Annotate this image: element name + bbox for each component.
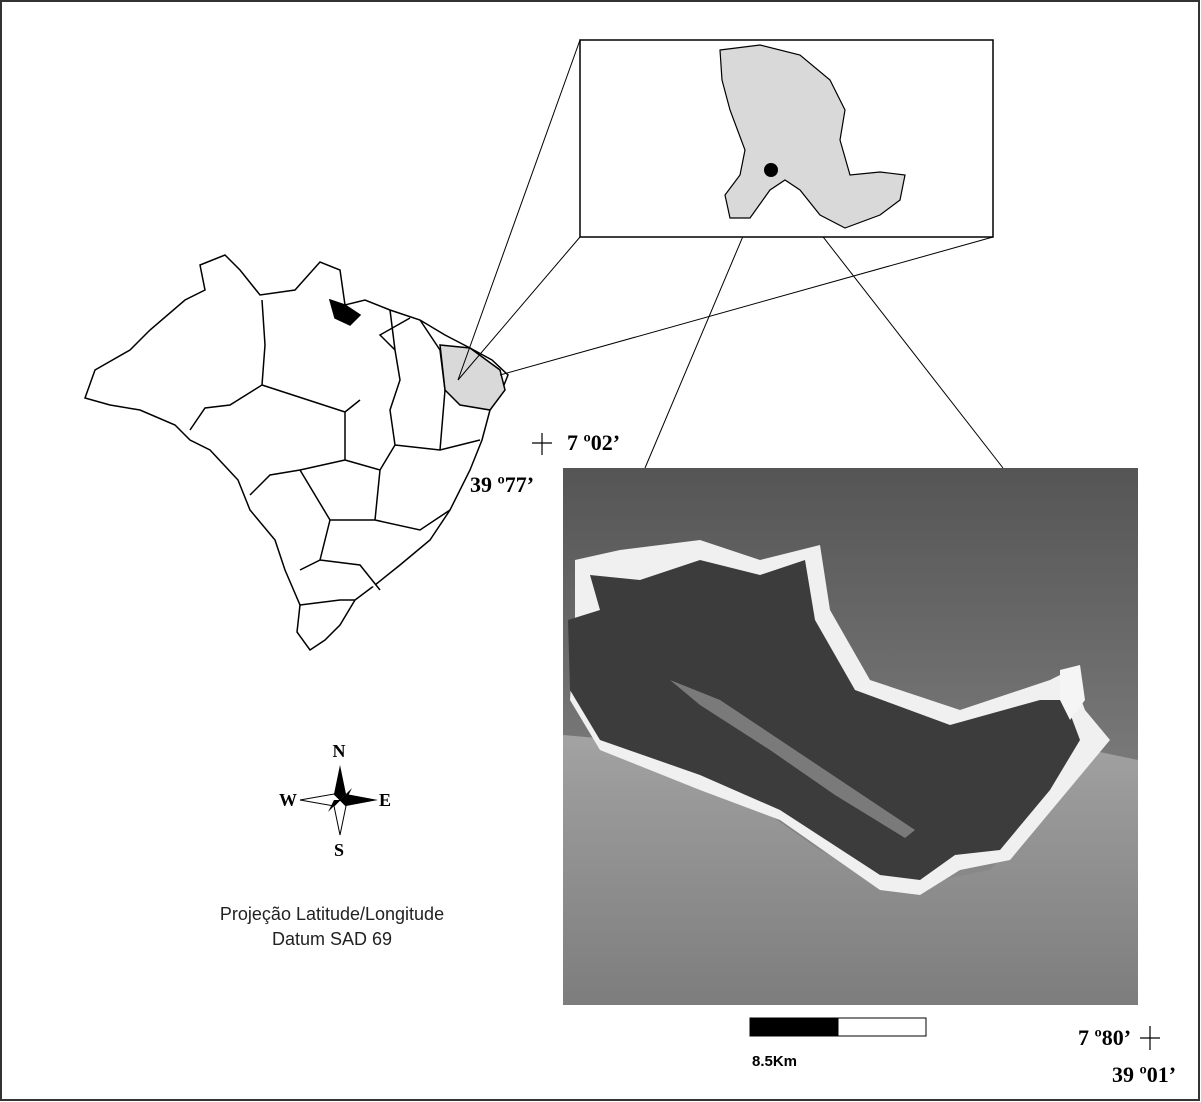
scale-label: 8.5Km: [752, 1053, 797, 1070]
scale-bar-white: [838, 1018, 926, 1036]
compass-label: S: [334, 840, 344, 860]
datum-text: Datum SAD 69: [272, 929, 392, 949]
elevation-model: [563, 468, 1138, 1005]
coordinate-label: 39 º77’: [470, 472, 534, 497]
compass-label: E: [379, 790, 391, 810]
scale-bar-black: [750, 1018, 838, 1036]
compass-label: W: [279, 790, 297, 810]
coordinate-label: 7 º80’: [1078, 1025, 1131, 1050]
coordinate-label: 39 º01’: [1112, 1062, 1176, 1087]
projection-text: Projeção Latitude/Longitude: [220, 904, 444, 924]
map-figure: 8.5Km 7 º02’ 39 º77’ 7 º80’ 39 º01’ N S …: [0, 0, 1201, 1102]
coordinate-label: 7 º02’: [567, 430, 620, 455]
location-dot: [764, 163, 778, 177]
compass-label: N: [333, 741, 346, 761]
